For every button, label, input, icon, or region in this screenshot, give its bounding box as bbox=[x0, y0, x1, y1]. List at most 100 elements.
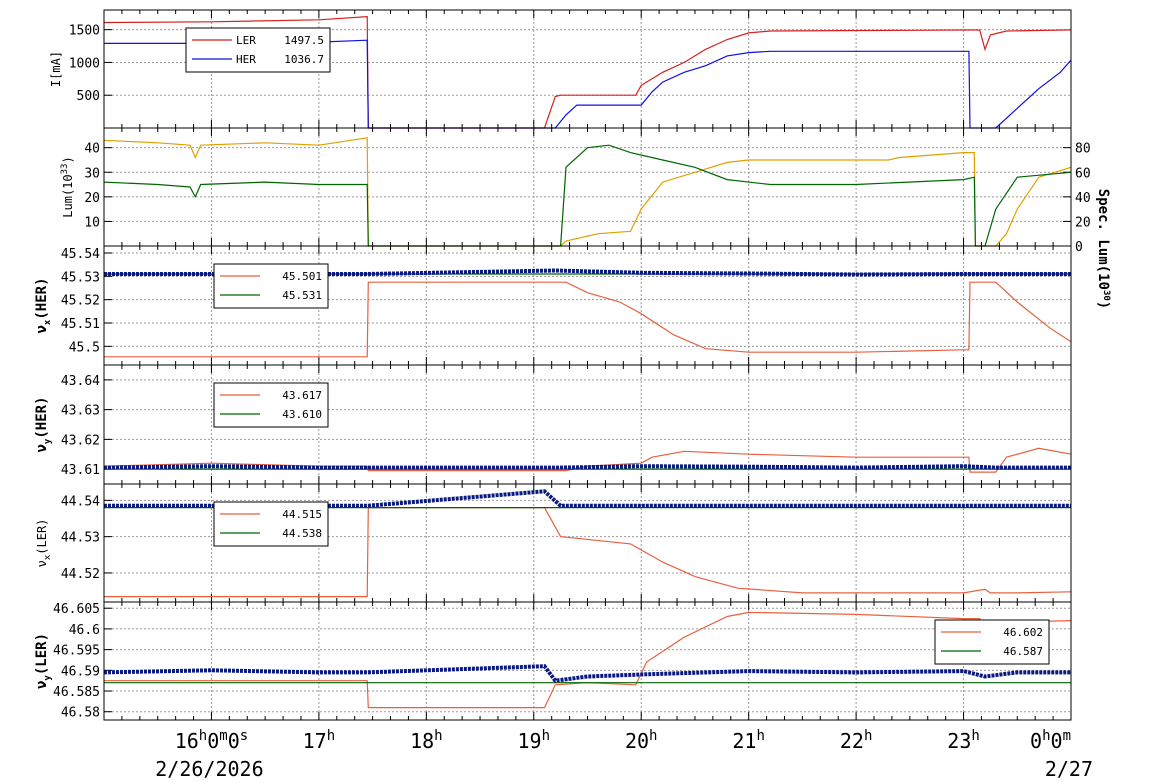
x-tick-label: 21h bbox=[732, 728, 765, 753]
panel-nux_her: 45.5 45.51 45.52 45.53 45.54 45.501 45.531 νx(H… bbox=[34, 245, 1072, 366]
y-axis-label-part: ν bbox=[34, 681, 50, 689]
x-tick-label-part: 21 bbox=[732, 729, 756, 753]
x-tick-label: 20h bbox=[625, 728, 658, 753]
panel-nuy_ler: 46.5846.58546.5946.59546.646.60546.60246… bbox=[34, 601, 1072, 721]
y-axis-label-part: (LER) bbox=[34, 633, 50, 675]
x-tick-label-part: m bbox=[219, 728, 227, 744]
x-tick-label-part: 20 bbox=[625, 729, 649, 753]
y-tick-label: 45.52 bbox=[61, 294, 100, 309]
y-axis-label-right-part: ) bbox=[1095, 301, 1111, 309]
y-tick-label: 10 bbox=[84, 215, 100, 230]
x-tick-label-part: h bbox=[434, 728, 442, 744]
panels: 500 1000 1500 LER 1497.5 HER 1036.7 I[mA] 10 20 30… bbox=[34, 9, 1111, 721]
series-current-line bbox=[104, 39, 1072, 129]
legend-box bbox=[185, 27, 331, 73]
x-tick-label: 0h0m bbox=[1030, 728, 1071, 753]
y-tick-label: 46.6 bbox=[69, 623, 100, 638]
y-tick-label: 43.61 bbox=[61, 463, 100, 478]
series-nuy_her-dots bbox=[103, 464, 1071, 470]
x-tick-label-part: s bbox=[240, 728, 248, 744]
y-right-tick-label: 60 bbox=[1075, 166, 1091, 181]
legend-value: 45.531 bbox=[282, 289, 322, 302]
x-tick-label-part: h bbox=[1042, 728, 1050, 744]
legend-name: HER bbox=[236, 53, 256, 66]
y-axis-label-right: Spec. Lum(1030) bbox=[1095, 189, 1111, 309]
x-tick-label-part: 0 bbox=[1051, 729, 1063, 753]
y-tick-label: 45.51 bbox=[61, 317, 100, 332]
y-axis-label: νy(LER) bbox=[34, 633, 53, 689]
y-axis-label-part: (HER) bbox=[34, 396, 50, 438]
series-luminosity-line bbox=[103, 144, 1072, 247]
legend-value: 43.610 bbox=[282, 408, 322, 421]
x-tick-label-part: 17 bbox=[303, 729, 327, 753]
date-right: 2/27 bbox=[1045, 757, 1093, 781]
y-tick-label: 30 bbox=[84, 166, 100, 181]
y-axis-label-part: x bbox=[43, 319, 53, 325]
x-tick-label-part: 0 bbox=[207, 729, 219, 753]
legend-value: 46.602 bbox=[1003, 626, 1043, 639]
y-right-tick-label: 20 bbox=[1075, 215, 1091, 230]
y-axis-label: I[mA] bbox=[49, 51, 63, 87]
y-tick-label: 44.52 bbox=[61, 567, 100, 582]
legend-value: 45.501 bbox=[282, 270, 322, 283]
y-tick-label: 40 bbox=[84, 142, 100, 157]
y-axis-label: νx(LER) bbox=[35, 519, 53, 568]
x-tick-label-part: h bbox=[327, 728, 335, 744]
x-tick-label-part: 22 bbox=[840, 729, 864, 753]
y-right-tick-label: 40 bbox=[1075, 191, 1091, 206]
legend-box bbox=[934, 619, 1050, 665]
y-tick-label: 46.595 bbox=[53, 644, 100, 659]
y-axis-label: Lum(1033) bbox=[60, 156, 75, 217]
y-tick-label: 500 bbox=[77, 89, 100, 104]
x-tick-label-part: 19 bbox=[518, 729, 542, 753]
series-nux_her-dots bbox=[104, 268, 1071, 277]
series-nuy_her-line bbox=[103, 447, 1072, 473]
panel-nux_ler: 44.52 44.53 44.54 44.515 44.538 νx(LER) bbox=[35, 483, 1072, 603]
series-nuy_ler-dots bbox=[103, 664, 1071, 683]
y-tick-label: 46.585 bbox=[53, 685, 100, 700]
y-tick-label: 43.63 bbox=[61, 404, 100, 419]
y-right-tick-label: 80 bbox=[1075, 142, 1091, 157]
x-tick-label-part: h bbox=[649, 728, 657, 744]
y-tick-label: 45.54 bbox=[61, 247, 100, 262]
y-axis-label-right-part: Spec. Lum(10 bbox=[1095, 189, 1111, 290]
legend-box bbox=[213, 501, 329, 547]
legend-current: LER 1497.5 HER 1036.7 bbox=[185, 27, 331, 73]
x-tick-label-part: h bbox=[864, 728, 872, 744]
legend-nuy_ler: 46.602 46.587 bbox=[934, 619, 1050, 665]
y-axis-label-part: (LER) bbox=[35, 519, 49, 555]
legend-nux_her: 45.501 45.531 bbox=[213, 263, 329, 309]
y-axis-label-part: ν bbox=[34, 444, 50, 452]
legend-value: 1036.7 bbox=[284, 53, 324, 66]
y-tick-label: 46.58 bbox=[61, 706, 100, 721]
y-axis-label-part: 33 bbox=[60, 164, 70, 175]
x-tick-label: 17h bbox=[303, 728, 336, 753]
legend-box bbox=[213, 263, 329, 309]
y-tick-label: 44.54 bbox=[61, 494, 100, 509]
legend-value: 44.515 bbox=[282, 508, 322, 521]
x-tick-label-part: 0 bbox=[228, 729, 240, 753]
x-tick-label-part: 16 bbox=[175, 729, 199, 753]
y-axis-label-part: ) bbox=[61, 156, 75, 163]
y-tick-label: 43.62 bbox=[61, 433, 100, 448]
y-axis-label-part: y bbox=[43, 438, 53, 444]
y-axis-label: νy(HER) bbox=[34, 396, 53, 452]
series-nux_her-line bbox=[104, 281, 1072, 358]
x-tick-label: 16h0m0s bbox=[175, 728, 249, 753]
x-tick-label: 22h bbox=[840, 728, 873, 753]
legend-value: 44.538 bbox=[282, 527, 322, 540]
panel-current: 500 1000 1500 LER 1497.5 HER 1036.7 I[mA] bbox=[49, 9, 1072, 129]
legend-box bbox=[213, 382, 329, 428]
y-axis-label-part: ν bbox=[35, 560, 49, 567]
x-tick-label-part: h bbox=[756, 728, 764, 744]
x-tick-label: 19h bbox=[518, 728, 551, 753]
y-axis-label-part: Lum(10 bbox=[61, 174, 75, 217]
legend-name: LER bbox=[236, 34, 256, 47]
panel-frame bbox=[103, 127, 1072, 247]
legend-nuy_her: 43.617 43.610 bbox=[213, 382, 329, 428]
legend-value: 1497.5 bbox=[284, 34, 324, 47]
series-nuy_ler-line bbox=[104, 611, 1072, 709]
panel-frame bbox=[103, 601, 1072, 721]
x-tick-label-part: m bbox=[1063, 728, 1071, 744]
legend-nux_ler: 44.515 44.538 bbox=[213, 501, 329, 547]
